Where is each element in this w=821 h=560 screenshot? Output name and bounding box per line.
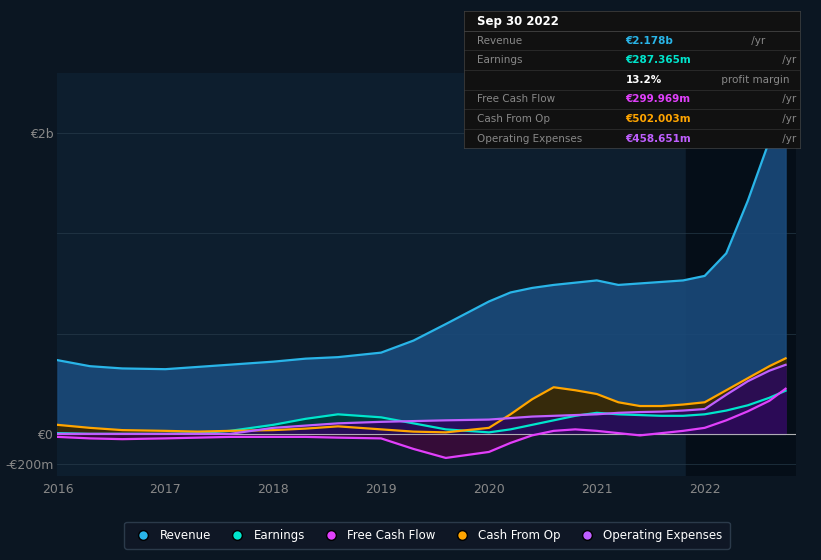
Text: /yr: /yr xyxy=(778,134,796,143)
Text: Sep 30 2022: Sep 30 2022 xyxy=(477,15,559,27)
Text: Revenue: Revenue xyxy=(477,36,522,45)
Text: €287.365m: €287.365m xyxy=(626,55,691,65)
Text: Earnings: Earnings xyxy=(477,55,523,65)
Text: €502.003m: €502.003m xyxy=(626,114,691,124)
Bar xyxy=(686,73,796,476)
Text: €458.651m: €458.651m xyxy=(626,134,691,143)
Text: /yr: /yr xyxy=(778,95,796,104)
Text: profit margin: profit margin xyxy=(718,75,790,85)
Legend: Revenue, Earnings, Free Cash Flow, Cash From Op, Operating Expenses: Revenue, Earnings, Free Cash Flow, Cash … xyxy=(124,521,730,549)
Text: /yr: /yr xyxy=(778,55,796,65)
Text: /yr: /yr xyxy=(748,36,765,45)
Text: €2.178b: €2.178b xyxy=(626,36,673,45)
Text: /yr: /yr xyxy=(778,114,796,124)
Text: Cash From Op: Cash From Op xyxy=(477,114,550,124)
Text: Operating Expenses: Operating Expenses xyxy=(477,134,583,143)
Text: 13.2%: 13.2% xyxy=(626,75,662,85)
Text: €299.969m: €299.969m xyxy=(626,95,690,104)
Text: Free Cash Flow: Free Cash Flow xyxy=(477,95,556,104)
